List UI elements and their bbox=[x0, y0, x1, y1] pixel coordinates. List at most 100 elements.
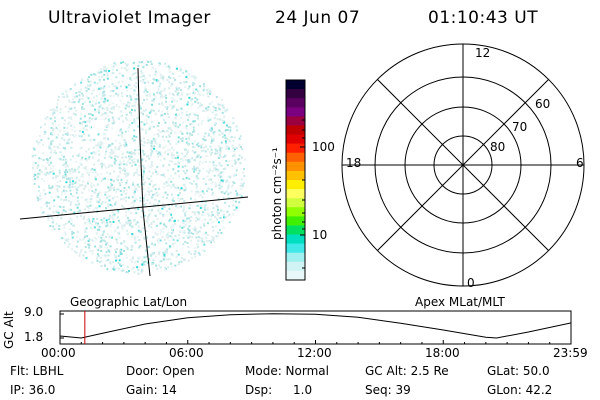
uv-pixel bbox=[92, 146, 95, 149]
uv-pixel bbox=[219, 228, 221, 231]
uv-pixel bbox=[190, 75, 193, 78]
uv-pixel bbox=[214, 181, 217, 184]
uv-pixel bbox=[96, 259, 99, 262]
date-label: 24 Jun 07 bbox=[275, 8, 361, 28]
uv-pixel bbox=[167, 184, 170, 187]
uv-pixel bbox=[219, 149, 222, 152]
uv-pixel bbox=[66, 132, 69, 135]
uv-pixel bbox=[177, 108, 180, 111]
uv-pixel bbox=[164, 121, 167, 124]
uv-pixel bbox=[52, 113, 54, 116]
uv-pixel bbox=[125, 104, 128, 107]
uv-pixel bbox=[53, 145, 56, 148]
uv-pixel bbox=[139, 79, 142, 82]
uv-pixel bbox=[148, 177, 151, 180]
uv-pixel bbox=[211, 238, 214, 241]
uv-pixel bbox=[172, 230, 175, 233]
uv-pixel bbox=[190, 122, 193, 125]
uv-pixel bbox=[107, 165, 110, 168]
uv-pixel bbox=[134, 185, 137, 188]
uv-pixel bbox=[187, 232, 190, 234]
uv-pixel bbox=[35, 140, 38, 143]
color-scale-segment bbox=[286, 198, 305, 208]
uv-pixel bbox=[119, 190, 122, 192]
uv-pixel bbox=[216, 211, 219, 214]
uv-pixel bbox=[58, 157, 61, 160]
uv-pixel bbox=[47, 214, 49, 217]
uv-pixel bbox=[133, 89, 136, 92]
uv-pixel bbox=[239, 162, 242, 165]
uv-pixel bbox=[133, 139, 136, 142]
uv-pixel bbox=[174, 122, 177, 125]
uv-pixel bbox=[228, 181, 231, 184]
uv-pixel bbox=[229, 191, 232, 194]
uv-pixel bbox=[147, 116, 150, 119]
uv-pixel bbox=[134, 152, 137, 155]
uv-pixel bbox=[109, 245, 112, 248]
uv-pixel bbox=[117, 134, 120, 137]
uv-pixel bbox=[153, 140, 156, 142]
uv-pixel bbox=[110, 164, 113, 167]
uv-pixel bbox=[234, 146, 237, 149]
uv-pixel bbox=[163, 186, 166, 189]
uv-pixel bbox=[97, 108, 100, 111]
uv-pixel bbox=[233, 150, 236, 152]
uv-pixel bbox=[103, 118, 106, 121]
uv-pixel bbox=[110, 107, 113, 110]
uv-pixel bbox=[174, 157, 177, 160]
uv-pixel bbox=[196, 117, 199, 120]
uv-pixel bbox=[186, 150, 189, 153]
uv-pixel bbox=[150, 109, 153, 112]
uv-pixel bbox=[48, 191, 51, 194]
uv-pixel bbox=[164, 94, 167, 97]
uv-pixel bbox=[219, 118, 222, 121]
uv-pixel bbox=[94, 102, 97, 105]
uv-pixel bbox=[120, 193, 123, 196]
uv-pixel bbox=[124, 62, 127, 65]
uv-pixel bbox=[145, 108, 147, 111]
uv-pixel bbox=[198, 230, 201, 233]
uv-pixel bbox=[186, 217, 189, 220]
uv-pixel bbox=[66, 170, 69, 173]
info-mode: Mode: Normal bbox=[245, 364, 329, 378]
uv-pixel bbox=[154, 232, 157, 235]
uv-pixel bbox=[131, 122, 134, 125]
uv-pixel bbox=[56, 175, 59, 178]
uv-pixel bbox=[218, 173, 221, 176]
uv-pixel bbox=[174, 264, 177, 267]
uv-pixel bbox=[188, 178, 191, 180]
uv-pixel bbox=[130, 97, 133, 100]
uv-pixel bbox=[103, 177, 106, 180]
uv-pixel bbox=[164, 145, 167, 148]
uv-pixel bbox=[214, 130, 217, 133]
uv-pixel bbox=[120, 269, 123, 272]
uv-pixel bbox=[105, 222, 108, 225]
uv-pixel bbox=[106, 74, 109, 77]
uv-pixel bbox=[160, 114, 163, 117]
uv-pixel bbox=[164, 150, 167, 153]
uv-pixel bbox=[179, 116, 182, 119]
uv-pixel bbox=[212, 137, 215, 140]
uv-pixel bbox=[116, 231, 119, 234]
uv-pixel bbox=[171, 154, 173, 157]
uv-pixel bbox=[161, 110, 164, 113]
uv-pixel bbox=[86, 120, 89, 123]
timeline-frame bbox=[59, 310, 572, 345]
uv-pixel bbox=[227, 194, 230, 197]
uv-pixel bbox=[118, 232, 121, 235]
uv-pixel bbox=[166, 113, 169, 115]
uv-pixel bbox=[58, 205, 61, 208]
uv-pixel bbox=[62, 206, 65, 209]
uv-pixel bbox=[150, 223, 153, 226]
uv-pixel bbox=[119, 160, 122, 163]
uv-pixel bbox=[163, 130, 166, 133]
uv-pixel bbox=[131, 246, 134, 249]
uv-pixel bbox=[124, 200, 127, 202]
uv-pixel bbox=[206, 208, 209, 211]
uv-pixel bbox=[141, 71, 144, 74]
uv-pixel bbox=[40, 206, 43, 209]
uv-pixel bbox=[93, 117, 96, 120]
uv-pixel bbox=[81, 191, 84, 194]
uv-pixel bbox=[148, 214, 151, 217]
uv-pixel bbox=[159, 211, 162, 214]
